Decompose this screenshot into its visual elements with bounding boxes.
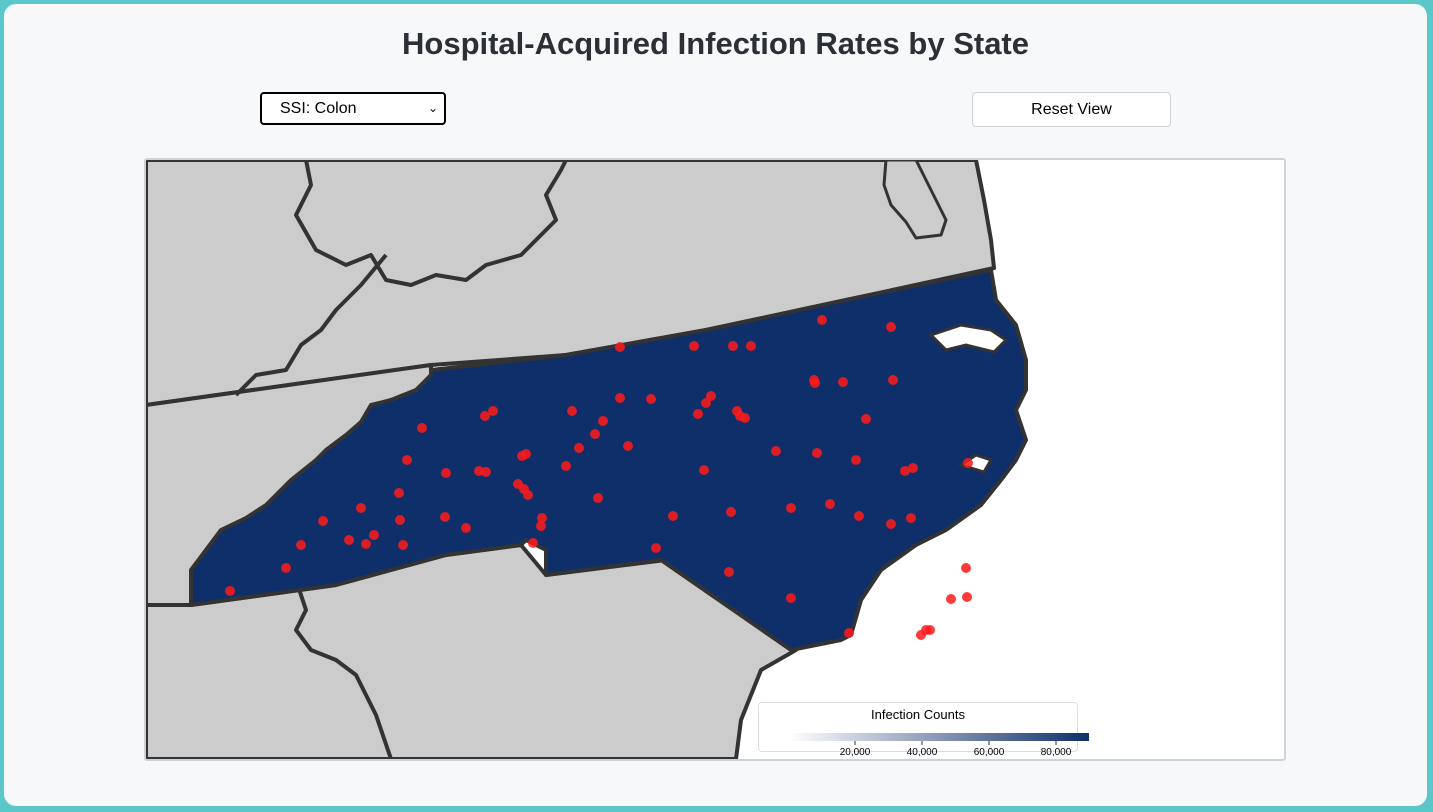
hospital-marker[interactable]	[693, 409, 703, 419]
neighbor-virginia-east	[882, 160, 948, 240]
hospital-marker[interactable]	[402, 455, 412, 465]
map-panel[interactable]: Infection Counts 20,000 40,000 60,000 80,00…	[144, 158, 1286, 761]
hospital-marker[interactable]	[417, 423, 427, 433]
hospital-marker[interactable]	[886, 322, 896, 332]
hospital-marker[interactable]	[344, 535, 354, 545]
hospital-marker[interactable]	[281, 563, 291, 573]
hospital-marker[interactable]	[523, 490, 533, 500]
hospital-marker[interactable]	[481, 467, 491, 477]
hospital-marker[interactable]	[888, 375, 898, 385]
hospital-marker[interactable]	[740, 413, 750, 423]
hospital-marker[interactable]	[854, 511, 864, 521]
hospital-markers	[225, 315, 973, 640]
map-svg[interactable]	[146, 160, 1284, 759]
hospital-marker[interactable]	[906, 513, 916, 523]
hospital-marker[interactable]	[574, 443, 584, 453]
hospital-marker[interactable]	[356, 503, 366, 513]
hospital-marker[interactable]	[398, 540, 408, 550]
legend-tick-label: 60,000	[974, 747, 1005, 758]
hospital-marker[interactable]	[728, 341, 738, 351]
legend-tick-label: 20,000	[840, 747, 871, 758]
hospital-marker[interactable]	[825, 499, 835, 509]
hospital-marker[interactable]	[908, 463, 918, 473]
hospital-marker[interactable]	[946, 594, 956, 604]
hospital-marker[interactable]	[861, 414, 871, 424]
state-north-carolina[interactable]	[189, 268, 1028, 652]
hospital-marker[interactable]	[817, 315, 827, 325]
hospital-marker[interactable]	[726, 507, 736, 517]
measure-select-value: SSI: Colon	[280, 99, 357, 117]
legend-title: Infection Counts	[871, 707, 965, 722]
hospital-marker[interactable]	[646, 394, 656, 404]
hospital-marker[interactable]	[441, 468, 451, 478]
hospital-marker[interactable]	[296, 540, 306, 550]
hospital-marker[interactable]	[440, 512, 450, 522]
hospital-marker[interactable]	[962, 592, 972, 602]
hospital-marker[interactable]	[615, 342, 625, 352]
hospital-marker[interactable]	[701, 398, 711, 408]
hospital-marker[interactable]	[963, 458, 973, 468]
hospital-marker[interactable]	[651, 543, 661, 553]
hospital-marker[interactable]	[361, 539, 371, 549]
neighbor-border-1	[294, 160, 568, 287]
hospital-marker[interactable]	[668, 511, 678, 521]
measure-select[interactable]: SSI: Colon ⌄	[260, 92, 446, 125]
hospital-marker[interactable]	[521, 449, 531, 459]
coastal-inlet	[957, 453, 994, 474]
hospital-marker[interactable]	[623, 441, 633, 451]
chevron-down-icon: ⌄	[427, 101, 438, 115]
hospital-marker[interactable]	[706, 391, 716, 401]
page-title: Hospital-Acquired Infection Rates by Sta…	[402, 26, 1029, 61]
hospital-marker[interactable]	[886, 519, 896, 529]
hospital-marker[interactable]	[598, 416, 608, 426]
hospital-marker[interactable]	[567, 406, 577, 416]
hospital-marker[interactable]	[786, 503, 796, 513]
reset-view-button[interactable]: Reset View	[972, 92, 1171, 127]
hospital-marker[interactable]	[786, 593, 796, 603]
hospital-marker[interactable]	[771, 446, 781, 456]
hospital-marker[interactable]	[369, 530, 379, 540]
hospital-marker[interactable]	[689, 341, 699, 351]
hospital-marker[interactable]	[561, 461, 571, 471]
legend-colorbar: 20,000 40,000 60,000 80,000	[789, 733, 1089, 758]
hospital-marker[interactable]	[809, 375, 819, 385]
legend-tick-label: 80,000	[1041, 747, 1072, 758]
hospital-marker[interactable]	[461, 523, 471, 533]
hospital-marker[interactable]	[812, 448, 822, 458]
hospital-marker[interactable]	[537, 513, 547, 523]
hospital-marker[interactable]	[593, 493, 603, 503]
neighbor-border-3	[294, 579, 393, 759]
hospital-marker[interactable]	[844, 628, 854, 638]
hospital-marker[interactable]	[724, 567, 734, 577]
hospital-marker[interactable]	[900, 466, 910, 476]
pamlico-sound	[928, 323, 1009, 354]
hospital-marker[interactable]	[746, 341, 756, 351]
hospital-marker[interactable]	[590, 429, 600, 439]
hospital-marker[interactable]	[480, 411, 490, 421]
hospital-marker[interactable]	[528, 538, 538, 548]
hospital-marker[interactable]	[851, 455, 861, 465]
hospital-marker[interactable]	[488, 406, 498, 416]
legend-tick-label: 40,000	[907, 747, 938, 758]
hospital-marker[interactable]	[225, 586, 235, 596]
neighbor-border-2	[234, 253, 388, 397]
app-window: Hospital-Acquired Infection Rates by Sta…	[4, 4, 1427, 806]
hospital-marker[interactable]	[921, 625, 931, 635]
hospital-marker[interactable]	[699, 465, 709, 475]
hospital-marker[interactable]	[838, 377, 848, 387]
hospital-marker[interactable]	[961, 563, 971, 573]
legend: Infection Counts 20,000 40,000 60,000 80,00…	[758, 702, 1089, 758]
hospital-marker[interactable]	[615, 393, 625, 403]
hospital-marker[interactable]	[395, 515, 405, 525]
hospital-marker[interactable]	[536, 521, 546, 531]
hospital-marker[interactable]	[394, 488, 404, 498]
hospital-marker[interactable]	[318, 516, 328, 526]
